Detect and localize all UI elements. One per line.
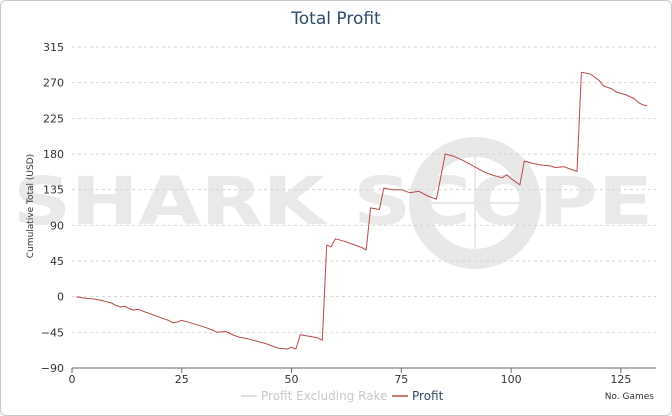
series-lines (76, 71, 648, 350)
legend: Profit Excluding Rake Profit (241, 389, 444, 403)
y-axis-ticks: 315 270 225 180 135 90 45 0 −45 −90 (41, 41, 64, 375)
x-tick-label: 50 (285, 373, 299, 386)
y-tick-label: 135 (43, 184, 64, 197)
y-tick-label: 180 (43, 148, 64, 161)
legend-label[interactable]: Profit Excluding Rake (261, 389, 387, 403)
grid-lines (72, 46, 656, 333)
x-axis-label: No. Games (605, 392, 655, 402)
y-tick-label: 315 (43, 41, 64, 54)
y-tick-label: 45 (50, 255, 64, 268)
x-tick-label: 0 (69, 373, 76, 386)
x-tick-label: 100 (501, 373, 522, 386)
x-tick-label: 125 (610, 373, 631, 386)
x-axis-ticks: 0 25 50 75 100 125 (69, 368, 631, 386)
watermark-text: SHARK SCOPE (13, 163, 653, 240)
y-tick-label: 90 (50, 219, 64, 232)
chart-title: Total Profit (291, 9, 381, 29)
series-line-1 (76, 71, 648, 350)
y-axis-label: Cumulative Total (USD) (26, 154, 36, 258)
x-tick-label: 75 (394, 373, 408, 386)
y-tick-label: −45 (41, 326, 64, 339)
y-tick-label: −90 (41, 362, 64, 375)
x-tick-label: 25 (175, 373, 189, 386)
y-tick-label: 0 (57, 291, 64, 304)
legend-label[interactable]: Profit (412, 389, 444, 403)
watermark-target-icon (409, 137, 541, 269)
y-tick-label: 270 (43, 77, 64, 90)
y-tick-label: 225 (43, 112, 64, 125)
